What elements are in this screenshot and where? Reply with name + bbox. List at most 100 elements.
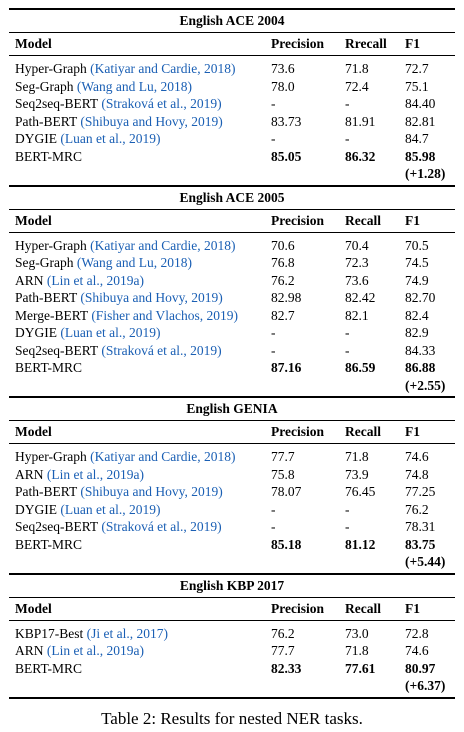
recall-cell: 81.12	[345, 536, 376, 552]
model-header: Model	[15, 600, 52, 616]
f1-cell: 70.5	[405, 237, 429, 253]
f1-cell: 86.88	[405, 360, 436, 375]
table-row: Seq2seq-BERT (Straková et al., 2019) - -84…	[9, 342, 455, 360]
f1-header: F1	[405, 424, 420, 439]
gain-row: (+1.28)	[9, 165, 455, 183]
f1-cell: 74.6	[405, 449, 429, 464]
table-row: Seg-Graph (Wang and Lu, 2018) 78.0 72.4 75.…	[9, 78, 455, 96]
section-title: English GENIA	[9, 398, 455, 421]
table-row: Path-BERT (Shibuya and Hovy, 2019) 78.07 7…	[9, 483, 455, 501]
table-caption: Table 2: Results for nested NER tasks.	[101, 709, 363, 728]
header-row: Model Precision Rrecall F1	[9, 33, 455, 56]
f1-cell: 84.40	[405, 96, 436, 111]
citation: (Shibuya and Hovy, 2019)	[80, 113, 223, 129]
recall-header: Recall	[345, 424, 381, 439]
section-title: English ACE 2004	[9, 10, 455, 33]
recall-cell: 72.4	[345, 78, 369, 94]
recall-cell: 70.4	[345, 237, 369, 253]
spacer-cell	[271, 553, 345, 571]
precision-cell: 85.05	[271, 148, 302, 164]
f1-cell: 84.33	[405, 342, 436, 358]
model-cell: Merge-BERT (Fisher and Vlachos, 2019)	[9, 307, 271, 325]
model-cell: KBP17-Best (Ji et al., 2017)	[9, 625, 271, 643]
citation: (Wang and Lu, 2018)	[76, 255, 192, 270]
f1-header: F1	[405, 36, 420, 51]
table-row: Path-BERT (Shibuya and Hovy, 2019) 82.98 8…	[9, 289, 455, 307]
model-cell: Seq2seq-BERT (Straková et al., 2019)	[9, 95, 271, 113]
f1-cell: 80.97	[405, 660, 436, 676]
recall-cell: -	[345, 519, 350, 534]
header-row: Model Precision Recall F1	[9, 210, 455, 233]
citation: (Luan et al., 2019)	[60, 325, 161, 340]
recall-cell: 82.1	[345, 307, 369, 323]
precision-cell: 78.0	[271, 78, 295, 94]
gain-row: (+5.44)	[9, 553, 455, 571]
citation: (Katiyar and Cardie, 2018)	[90, 61, 236, 76]
section-body: Hyper-Graph (Katiyar and Cardie, 2018) 77…	[9, 444, 455, 573]
precision-header: Precision	[271, 424, 324, 439]
improvement-cell: (+1.28)	[405, 166, 446, 181]
table-row: ARN (Lin et al., 2019a) 76.2 73.6 74.9	[9, 272, 455, 290]
model-cell: DYGIE (Luan et al., 2019)	[9, 324, 271, 342]
model-cell: DYGIE (Luan et al., 2019)	[9, 501, 271, 519]
spacer-cell	[345, 165, 405, 183]
spacer-cell	[9, 677, 271, 695]
section-title: English KBP 2017	[9, 575, 455, 598]
model-cell: ARN (Lin et al., 2019a)	[9, 642, 271, 660]
model-cell: BERT-MRC	[15, 536, 82, 552]
section-body: KBP17-Best (Ji et al., 2017) 76.2 73.0 72.8…	[9, 621, 455, 697]
citation: (Luan et al., 2019)	[60, 501, 161, 517]
model-cell: BERT-MRC	[15, 148, 82, 164]
recall-cell: 86.59	[345, 360, 376, 375]
precision-cell: 73.6	[271, 61, 295, 76]
precision-cell: 82.33	[271, 660, 302, 676]
header-row: Model Precision Recall F1	[9, 598, 455, 621]
table-row: ARN (Lin et al., 2019a) 77.7 71.8 74.6	[9, 642, 455, 660]
precision-cell: 77.7	[271, 643, 295, 658]
citation: (Ji et al., 2017)	[86, 625, 168, 641]
recall-cell: 77.61	[345, 660, 376, 676]
table-section: English KBP 2017 Model Precision Recall F1 KB…	[9, 572, 455, 699]
model-name: Hyper-Graph	[15, 449, 87, 464]
ours-row: BERT-MRC 82.33 77.61 80.97	[9, 660, 455, 678]
gain-row: (+2.55)	[9, 377, 455, 395]
spacer-cell	[271, 677, 345, 695]
recall-header: Recall	[345, 212, 381, 228]
f1-cell: 82.4	[405, 307, 429, 323]
model-cell: Path-BERT (Shibuya and Hovy, 2019)	[9, 483, 271, 501]
table-row: DYGIE (Luan et al., 2019) - -76.2	[9, 501, 455, 519]
section-body: Hyper-Graph (Katiyar and Cardie, 2018) 70…	[9, 233, 455, 397]
precision-cell: -	[271, 342, 276, 358]
spacer-cell	[271, 377, 345, 395]
spacer-cell	[345, 377, 405, 395]
model-cell: Path-BERT (Shibuya and Hovy, 2019)	[9, 289, 271, 307]
recall-cell: 73.6	[345, 272, 369, 288]
f1-cell: 75.1	[405, 78, 429, 94]
f1-cell: 74.5	[405, 255, 429, 270]
recall-cell: -	[345, 342, 350, 358]
header-row: Model Precision Recall F1	[9, 421, 455, 444]
precision-cell: -	[271, 325, 276, 340]
table-row: Seq2seq-BERT (Straková et al., 2019) - -78…	[9, 518, 455, 536]
model-header: Model	[15, 212, 52, 228]
model-cell: BERT-MRC	[15, 660, 82, 676]
precision-cell: 77.7	[271, 449, 295, 464]
table-row: ARN (Lin et al., 2019a) 75.8 73.9 74.8	[9, 466, 455, 484]
f1-cell: 74.9	[405, 272, 429, 288]
precision-cell: 75.8	[271, 466, 295, 482]
table-section: English GENIA Model Precision Recall F1 Hyper…	[9, 396, 455, 573]
precision-cell: -	[271, 96, 276, 111]
citation: (Lin et al., 2019a)	[46, 643, 144, 658]
precision-header: Precision	[271, 212, 324, 228]
precision-cell: -	[271, 519, 276, 534]
model-cell: Seg-Graph (Wang and Lu, 2018)	[9, 78, 271, 96]
f1-header: F1	[405, 600, 420, 616]
model-name: Merge-BERT	[15, 307, 88, 323]
model-name: DYGIE	[15, 325, 57, 340]
f1-cell: 76.2	[405, 501, 429, 517]
model-name: Path-BERT	[15, 290, 77, 305]
f1-cell: 83.75	[405, 536, 436, 552]
recall-cell: -	[345, 325, 350, 340]
recall-cell: -	[345, 96, 350, 111]
table-row: DYGIE (Luan et al., 2019) - -82.9	[9, 324, 455, 342]
